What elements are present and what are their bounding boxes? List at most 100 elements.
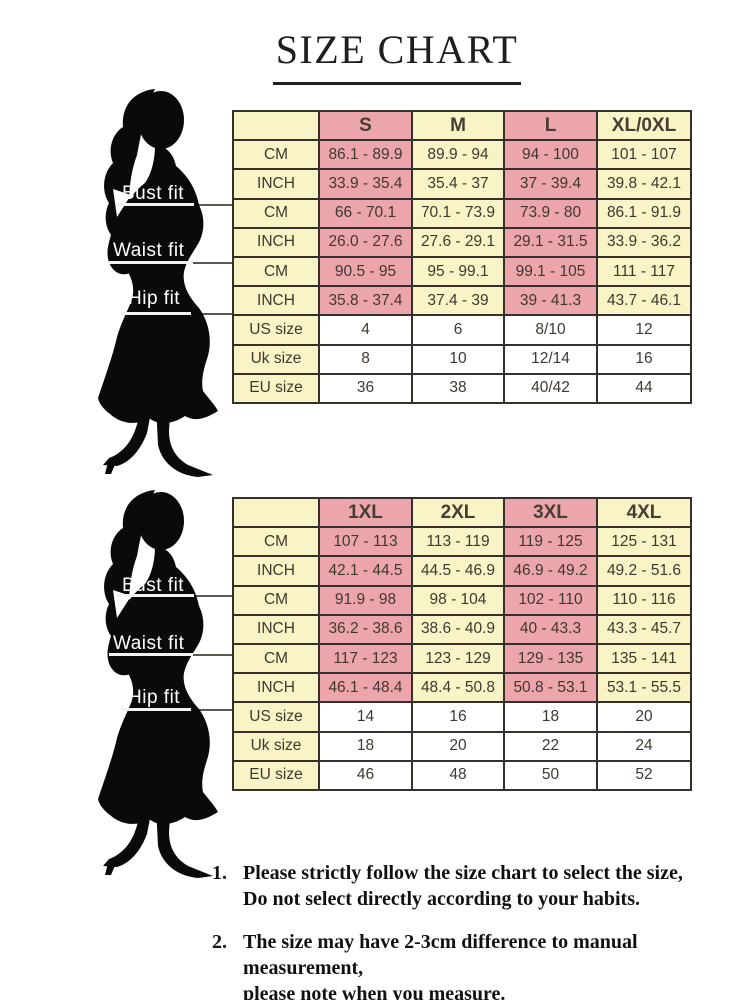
left-heel-shape bbox=[105, 859, 117, 875]
hip-fit-underline bbox=[121, 708, 191, 711]
bust-fit-underline bbox=[116, 203, 194, 206]
size-cell: 44.5 - 46.9 bbox=[411, 555, 505, 587]
waist-fit-underline bbox=[109, 261, 193, 264]
right-leg-shape bbox=[156, 401, 213, 477]
size-cell: 36 bbox=[318, 372, 413, 404]
size-cell: 35.4 - 37 bbox=[411, 168, 505, 200]
size-cell: 12/14 bbox=[503, 343, 598, 375]
column-header: S bbox=[318, 109, 413, 142]
size-cell: 99.1 - 105 bbox=[503, 255, 598, 288]
bust-fit-label: Bust fit bbox=[122, 575, 185, 596]
row-label-cell: INCH bbox=[232, 555, 320, 587]
size-cell: 16 bbox=[411, 701, 505, 733]
table-row: US size 14 16 18 20 bbox=[232, 701, 692, 733]
size-cell: 4 bbox=[318, 314, 413, 346]
row-label-cell: INCH bbox=[232, 613, 320, 645]
size-cell: 27.6 - 29.1 bbox=[411, 226, 505, 258]
note-text: Please strictly follow the size chart to… bbox=[243, 860, 747, 912]
note-line: please note when you measure. bbox=[243, 983, 506, 1000]
table-row: CM 117 - 123 123 - 129 129 - 135 135 - 141 bbox=[232, 642, 692, 675]
size-cell: 39 - 41.3 bbox=[503, 285, 598, 317]
table-row: Uk size 8 10 12/14 16 bbox=[232, 343, 692, 375]
note-text: The size may have 2-3cm difference to ma… bbox=[243, 929, 747, 1000]
page-title: SIZE CHART bbox=[22, 26, 750, 85]
row-label-cell: US size bbox=[232, 701, 320, 733]
corner-cell bbox=[232, 109, 320, 142]
size-cell: 50 bbox=[503, 759, 598, 791]
hip-fit-label: Hip fit bbox=[128, 288, 181, 309]
size-cell: 26.0 - 27.6 bbox=[318, 226, 413, 258]
woman-silhouette bbox=[98, 490, 218, 878]
table-row: CM 86.1 - 89.9 89.9 - 94 94 - 100 101 - 107 bbox=[232, 139, 692, 171]
table-row: EU size 46 48 50 52 bbox=[232, 759, 692, 791]
size-cell: 14 bbox=[318, 701, 413, 733]
note-number: 1. bbox=[212, 862, 227, 884]
note-item: 2. The size may have 2-3cm difference to… bbox=[212, 929, 747, 1000]
size-cell: 86.1 - 89.9 bbox=[318, 139, 413, 171]
size-cell: 91.9 - 98 bbox=[318, 584, 413, 616]
size-cell: 50.8 - 53.1 bbox=[503, 672, 598, 704]
size-cell: 6 bbox=[411, 314, 505, 346]
column-header: M bbox=[411, 109, 505, 142]
row-label-cell: EU size bbox=[232, 372, 320, 404]
table-row: Uk size 18 20 22 24 bbox=[232, 730, 692, 762]
note-line: The size may have 2-3cm difference to ma… bbox=[243, 931, 638, 979]
size-cell: 125 - 131 bbox=[596, 526, 692, 558]
size-table-standard: S M L XL/0XL CM 86.1 - 89.9 89.9 - 94 94 - … bbox=[232, 109, 692, 404]
size-cell: 36.2 - 38.6 bbox=[318, 613, 413, 645]
row-label-cell: CM bbox=[232, 584, 320, 616]
bust-fit-underline bbox=[116, 594, 194, 597]
table-row: INCH 36.2 - 38.6 38.6 - 40.9 40 - 43.3 43.3 … bbox=[232, 613, 692, 645]
size-cell: 38.6 - 40.9 bbox=[411, 613, 505, 645]
size-cell: 38 bbox=[411, 372, 505, 404]
size-cell: 119 - 125 bbox=[503, 526, 598, 558]
row-label-cell: CM bbox=[232, 255, 320, 288]
note-number: 2. bbox=[212, 931, 227, 953]
row-label-cell: INCH bbox=[232, 285, 320, 317]
hip-fit-label: Hip fit bbox=[128, 687, 181, 708]
row-label-cell: EU size bbox=[232, 759, 320, 791]
size-cell: 123 - 129 bbox=[411, 642, 505, 675]
size-cell: 90.5 - 95 bbox=[318, 255, 413, 288]
row-label-cell: CM bbox=[232, 642, 320, 675]
column-header: L bbox=[503, 109, 598, 142]
row-label-cell: Uk size bbox=[232, 730, 320, 762]
row-label-cell: INCH bbox=[232, 168, 320, 200]
size-cell: 111 - 117 bbox=[596, 255, 692, 288]
row-label-cell: CM bbox=[232, 139, 320, 171]
size-cell: 8/10 bbox=[503, 314, 598, 346]
size-cell: 44 bbox=[596, 372, 692, 404]
size-cell: 107 - 113 bbox=[318, 526, 413, 558]
size-cell: 42.1 - 44.5 bbox=[318, 555, 413, 587]
left-heel-shape bbox=[105, 458, 117, 474]
size-cell: 52 bbox=[596, 759, 692, 791]
size-cell: 16 bbox=[596, 343, 692, 375]
row-label-cell: Uk size bbox=[232, 343, 320, 375]
size-cell: 89.9 - 94 bbox=[411, 139, 505, 171]
table-row: CM 91.9 - 98 98 - 104 102 - 110 110 - 116 bbox=[232, 584, 692, 616]
size-cell: 20 bbox=[411, 730, 505, 762]
hip-fit-underline bbox=[121, 312, 191, 315]
size-cell: 98 - 104 bbox=[411, 584, 505, 616]
column-header: 4XL bbox=[596, 496, 692, 529]
size-cell: 70.1 - 73.9 bbox=[411, 197, 505, 229]
size-cell: 53.1 - 55.5 bbox=[596, 672, 692, 704]
table-row: INCH 35.8 - 37.4 37.4 - 39 39 - 41.3 43.7 - … bbox=[232, 285, 692, 317]
size-cell: 39.8 - 42.1 bbox=[596, 168, 692, 200]
head-shape bbox=[138, 492, 184, 550]
left-leg-shape bbox=[103, 403, 152, 466]
size-cell: 33.9 - 36.2 bbox=[596, 226, 692, 258]
size-cell: 35.8 - 37.4 bbox=[318, 285, 413, 317]
size-cell: 20 bbox=[596, 701, 692, 733]
size-cell: 49.2 - 51.6 bbox=[596, 555, 692, 587]
note-line: Please strictly follow the size chart to… bbox=[243, 862, 683, 884]
row-label-cell: CM bbox=[232, 197, 320, 229]
size-cell: 48.4 - 50.8 bbox=[411, 672, 505, 704]
column-header: XL/0XL bbox=[596, 109, 692, 142]
size-cell: 10 bbox=[411, 343, 505, 375]
table-row: CM 66 - 70.1 70.1 - 73.9 73.9 - 80 86.1 - 91… bbox=[232, 197, 692, 229]
arm-shape bbox=[107, 584, 145, 676]
size-cell: 8 bbox=[318, 343, 413, 375]
size-table-plus: 1XL 2XL 3XL 4XL CM 107 - 113 113 - 119 119 … bbox=[232, 496, 692, 791]
size-cell: 73.9 - 80 bbox=[503, 197, 598, 229]
